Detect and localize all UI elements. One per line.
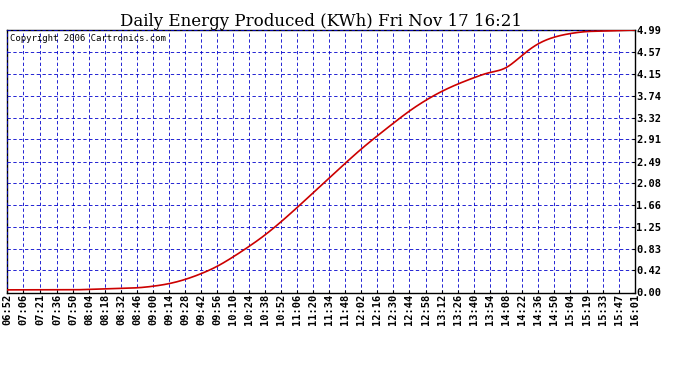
Title: Daily Energy Produced (KWh) Fri Nov 17 16:21: Daily Energy Produced (KWh) Fri Nov 17 1… <box>120 13 522 30</box>
Text: Copyright 2006 Cartronics.com: Copyright 2006 Cartronics.com <box>10 34 166 43</box>
